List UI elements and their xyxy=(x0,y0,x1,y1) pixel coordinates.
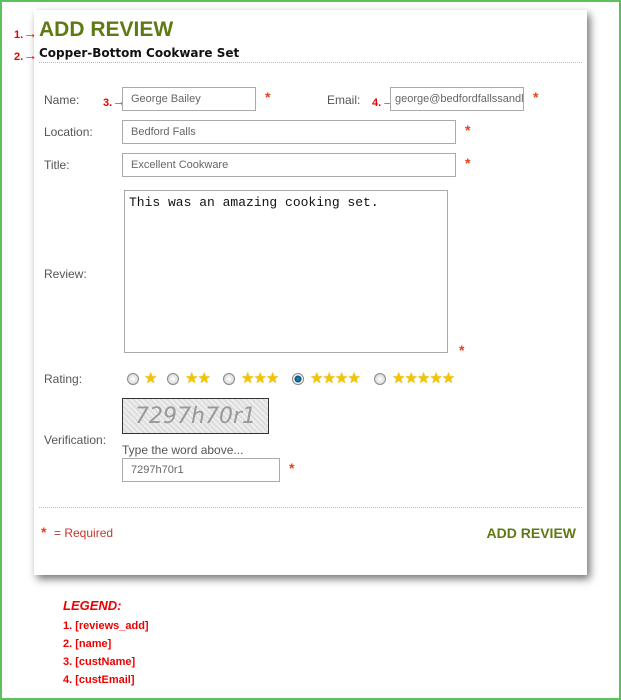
review-label: Review: xyxy=(44,267,87,281)
review-textarea[interactable]: This was an amazing cooking set. xyxy=(124,190,448,353)
legend-title: LEGEND: xyxy=(63,598,122,613)
product-name: Copper-Bottom Cookware Set xyxy=(39,46,240,60)
legend-item: 1. [reviews_add] xyxy=(63,620,149,632)
divider xyxy=(39,507,582,508)
location-label: Location: xyxy=(44,125,93,139)
name-label: Name: xyxy=(44,93,80,107)
legend-item: 2. [name] xyxy=(63,638,112,650)
form-title: ADD REVIEW xyxy=(39,18,174,41)
required-asterisk: * xyxy=(265,89,271,105)
captcha-hint: Type the word above... xyxy=(122,443,244,457)
legend-item: 3. [custName] xyxy=(63,656,136,668)
captcha-image: 7297h70r1 xyxy=(122,398,269,434)
rating-radio-2[interactable] xyxy=(167,373,179,385)
legend-item: 4. [custEmail] xyxy=(63,674,135,686)
email-label: Email: xyxy=(327,93,361,107)
rating-stars-5: ★★★★★ xyxy=(392,370,455,387)
rating-stars-3: ★★★ xyxy=(241,370,279,387)
required-note: = Required xyxy=(54,526,114,540)
required-legend-asterisk: * xyxy=(41,524,47,540)
required-asterisk: * xyxy=(465,155,471,171)
location-input[interactable]: Bedford Falls xyxy=(122,120,456,144)
required-asterisk: * xyxy=(465,122,471,138)
required-asterisk: * xyxy=(533,89,539,105)
verification-label: Verification: xyxy=(44,433,107,447)
rating-radio-1[interactable] xyxy=(127,373,139,385)
add-review-button[interactable]: ADD REVIEW xyxy=(486,525,576,541)
rating-radio-4[interactable] xyxy=(292,373,304,385)
verification-input[interactable]: 7297h70r1 xyxy=(122,458,280,482)
rating-stars-2: ★★ xyxy=(185,370,211,387)
rating-stars-4: ★★★★ xyxy=(310,370,361,387)
required-asterisk: * xyxy=(459,342,465,358)
name-input[interactable]: George Bailey xyxy=(122,87,256,111)
rating-radio-5[interactable] xyxy=(374,373,386,385)
title-label: Title: xyxy=(44,158,70,172)
divider xyxy=(39,62,582,63)
email-input[interactable]: george@bedfordfallssandl xyxy=(390,87,524,111)
required-asterisk: * xyxy=(289,460,295,476)
annotation-marker-2: 2.→ xyxy=(14,47,38,63)
rating-radio-3[interactable] xyxy=(223,373,235,385)
rating-stars-1: ★ xyxy=(144,370,157,387)
rating-label: Rating: xyxy=(44,372,83,386)
annotation-marker-1: 1.→ xyxy=(14,25,38,41)
title-input[interactable]: Excellent Cookware xyxy=(122,153,456,177)
